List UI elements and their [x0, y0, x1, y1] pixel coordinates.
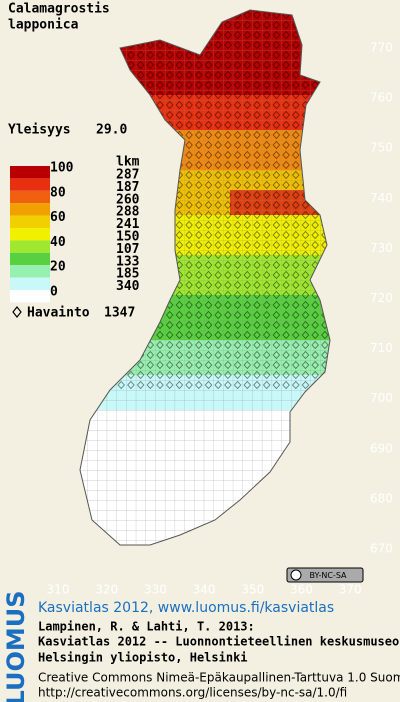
axis-labels: 310 320 330 340 350 360 370 770 760 750 740 730 720 7…	[47, 41, 393, 597]
license-badge-text: BY-NC-SA	[309, 571, 347, 580]
citation-line: Lampinen, R. & Lahti, T. 2013:	[38, 620, 255, 634]
legend-swatch	[10, 240, 50, 253]
legend-swatch	[10, 166, 50, 179]
y-axis-label: 750	[370, 141, 393, 155]
legend-scale-label: 100	[50, 161, 74, 176]
y-axis-label: 730	[370, 241, 393, 255]
finland-map	[80, 10, 330, 545]
x-axis-label: 350	[241, 583, 264, 597]
count-header: lkm	[116, 155, 140, 170]
y-axis-label: 760	[370, 91, 393, 105]
x-axis-label: 340	[193, 583, 216, 597]
y-axis-label: 770	[370, 41, 393, 55]
species-name: Calamagrostis	[8, 2, 110, 17]
legend-scale-label: 20	[50, 260, 66, 275]
legend-swatch	[10, 277, 50, 290]
frequency-label: Yleisyys	[8, 123, 71, 138]
legend-count: 340	[116, 279, 140, 294]
x-axis-label: 360	[290, 583, 313, 597]
y-axis-label: 690	[370, 441, 393, 455]
legend-swatch	[10, 190, 50, 204]
y-axis-label: 740	[370, 191, 393, 205]
legend-scale-label: 60	[50, 210, 66, 225]
y-axis-label: 710	[370, 341, 393, 355]
license-badge: BY-NC-SA	[286, 567, 364, 583]
logo: LUOMUS	[2, 591, 30, 702]
legend-swatch	[10, 215, 50, 228]
legend-count: 287	[116, 168, 139, 183]
legend-swatch	[10, 178, 50, 191]
legend-swatch	[10, 252, 50, 266]
legend-swatch	[10, 265, 50, 278]
map-outline	[79, 9, 331, 546]
legend-scale-label: 80	[50, 185, 66, 200]
legend-count: 107	[116, 242, 139, 257]
citation-line: Kasviatlas 2012 -- Luonnontieteellinen k…	[38, 635, 400, 649]
y-axis-label: 670	[370, 542, 393, 556]
frequency-value: 29.0	[96, 123, 127, 138]
x-axis-label: 320	[95, 583, 118, 597]
atlas-link[interactable]: Kasviatlas 2012, www.luomus.fi/kasviatla…	[38, 600, 334, 616]
legend: 100 80 60 40 20 0 2871872602882411501071331853…	[10, 161, 140, 303]
legend-count: 133	[116, 254, 139, 269]
legend-swatch	[10, 228, 50, 241]
x-axis-label: 330	[144, 583, 167, 597]
legend-count: 260	[116, 192, 140, 207]
x-axis-label: 310	[47, 583, 70, 597]
y-axis-label: 680	[370, 491, 393, 505]
observation-label: Havainto	[27, 306, 90, 321]
x-axis-label: 370	[339, 583, 362, 597]
y-axis-label: 720	[370, 291, 393, 305]
observation-count: 1347	[104, 306, 135, 321]
legend-count: 187	[116, 180, 139, 195]
license-url[interactable]: http://creativecommons.org/licenses/by-n…	[38, 686, 347, 700]
y-axis-label: 700	[370, 391, 393, 405]
legend-scale-label: 40	[50, 235, 66, 250]
legend-count: 150	[116, 230, 140, 245]
citation-line: Helsingin yliopisto, Helsinki	[38, 651, 248, 665]
legend-count: 241	[116, 217, 140, 232]
legend-swatch	[10, 290, 50, 303]
legend-swatch	[10, 203, 50, 216]
observation-symbol	[12, 306, 22, 318]
legend-count: 288	[116, 205, 140, 220]
license-line: Creative Commons Nimeä-Epäkaupallinen-Ta…	[38, 671, 400, 685]
species-name: lapponica	[8, 18, 79, 33]
legend-count: 185	[116, 267, 139, 282]
legend-scale-label: 0	[50, 285, 58, 300]
